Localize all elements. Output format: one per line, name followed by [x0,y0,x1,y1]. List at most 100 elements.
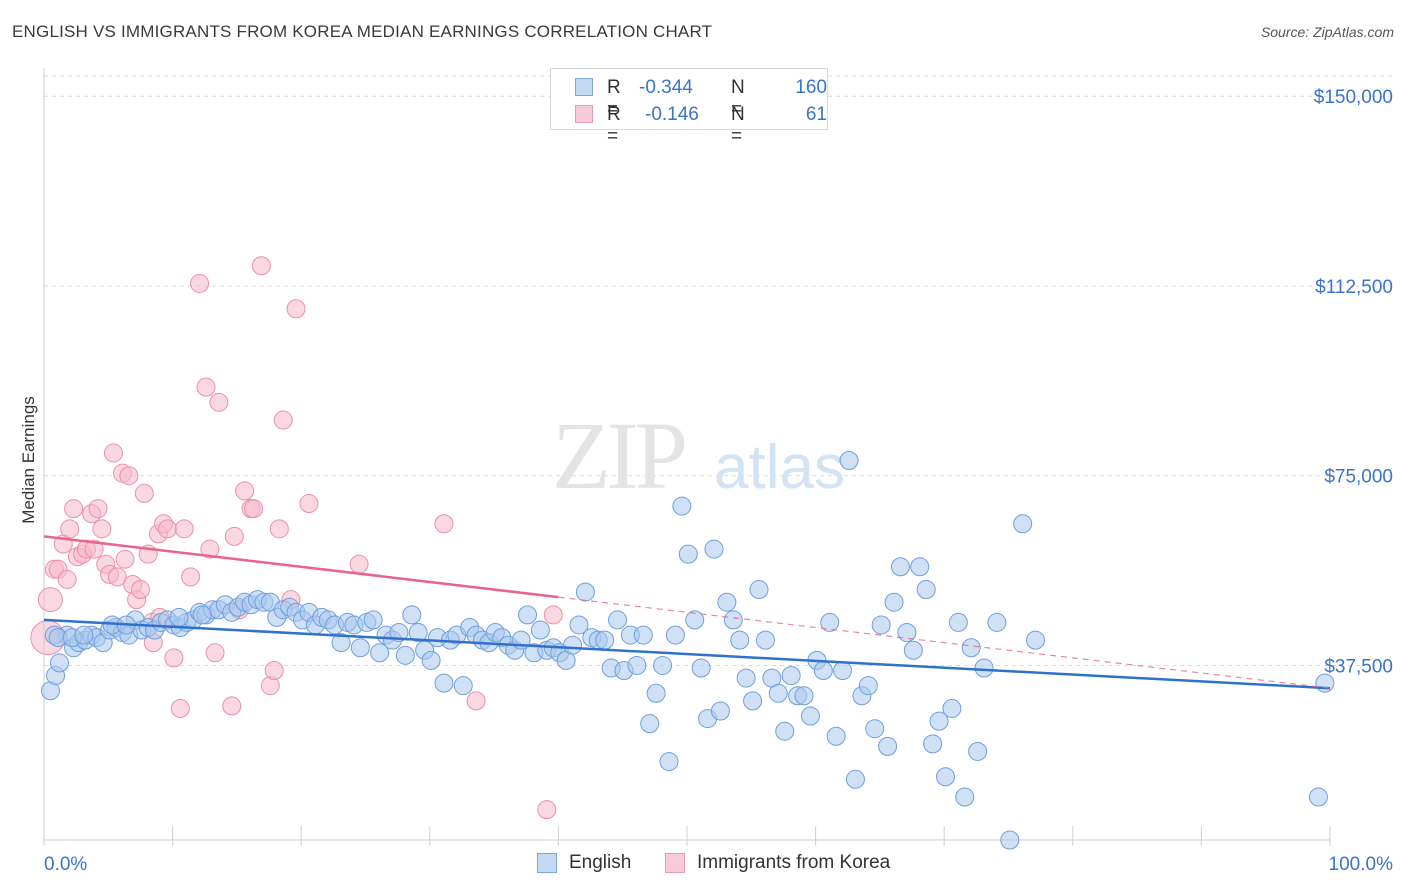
english-point [192,605,212,625]
korea-point [134,483,154,503]
english-point [408,623,428,643]
english-point [929,711,949,731]
korea-point [164,648,184,668]
legend-label-english: English [569,852,632,873]
korea-point [92,519,112,539]
english-point [1000,830,1020,850]
english-series [40,451,1335,850]
korea-point [244,499,264,519]
korea-point [286,299,306,319]
english-point [884,592,904,612]
english-point [453,676,473,696]
english-point [865,719,885,739]
y-axis-label: Median Earnings [19,396,38,524]
korea-point [157,519,177,539]
n-value: 61 [805,104,827,125]
english-point [948,612,968,632]
english-point [575,582,595,602]
korea-point [251,256,271,276]
english-point [820,612,840,632]
english-point [518,605,538,625]
english-point [942,698,962,718]
correlation-legend: R = -0.344 N = 160 R = -0.146 N = 61 [550,68,828,147]
english-swatch [575,78,593,96]
korea-point [130,580,150,600]
korea-point [269,519,289,539]
english-point [1013,514,1033,534]
english-point [955,787,975,807]
english-point [331,633,351,653]
korea-swatch [665,853,685,873]
korea-point [37,587,63,613]
english-point [363,610,383,630]
english-point [678,544,698,564]
english-point [800,706,820,726]
chart-title: ENGLISH VS IMMIGRANTS FROM KOREA MEDIAN … [12,22,713,41]
english-point [595,630,615,650]
english-point [871,615,891,635]
english-point [389,623,409,643]
english-point [890,557,910,577]
korea-point [84,539,104,559]
axes [43,68,1331,846]
english-point [1308,787,1328,807]
tick-labels: $150,000 $112,500 $75,000 $37,500 0.0% 100.0% [44,87,1393,875]
watermark-zip: ZIP [552,402,685,509]
y-tick-label: $150,000 [1314,87,1393,108]
y-tick-label: $37,500 [1324,656,1393,677]
watermark: ZIP atlas [552,402,845,509]
korea-trend-line-extrapolated [558,596,1331,689]
english-point [935,767,955,787]
korea-point [222,696,242,716]
y-tick-label: $75,000 [1324,467,1393,488]
korea-point [119,466,139,486]
english-point [755,630,775,650]
korea-point [107,567,127,587]
korea-trend-line [43,535,559,599]
korea-point [235,481,255,501]
korea-point [174,519,194,539]
korea-point [103,443,123,463]
english-point [910,557,930,577]
english-point [923,734,943,754]
english-point [897,623,917,643]
english-point [858,676,878,696]
watermark-atlas: atlas [714,433,845,502]
korea-point [57,569,77,589]
trend-lines [43,535,1331,690]
english-point [691,658,711,678]
english-point [781,666,801,686]
english-point [775,721,795,741]
r-label: R = [607,104,621,147]
english-point [434,673,454,693]
english-point [833,661,853,681]
korea-point [466,691,486,711]
english-point [1026,630,1046,650]
korea-point [60,519,80,539]
n-label: N = [731,77,745,120]
english-point [370,643,390,663]
english-point [903,640,923,660]
korea-point [537,800,557,820]
english-point [402,605,422,625]
english-point [813,661,833,681]
n-value: 160 [795,77,827,98]
legend-label-korea: Immigrants from Korea [697,852,891,873]
korea-point [299,494,319,514]
english-point [49,653,69,673]
source-credit: Source: ZipAtlas.com [1260,24,1394,40]
r-value: -0.146 [645,104,699,125]
english-point [845,769,865,789]
english-swatch [537,853,557,873]
korea-point [434,514,454,534]
english-point [685,610,705,630]
english-point [961,638,981,658]
english-point [169,607,189,627]
english-point [653,655,673,675]
korea-point [543,605,563,625]
english-point [608,610,628,630]
korea-point [196,377,216,397]
english-point [987,612,1007,632]
english-point [640,714,660,734]
